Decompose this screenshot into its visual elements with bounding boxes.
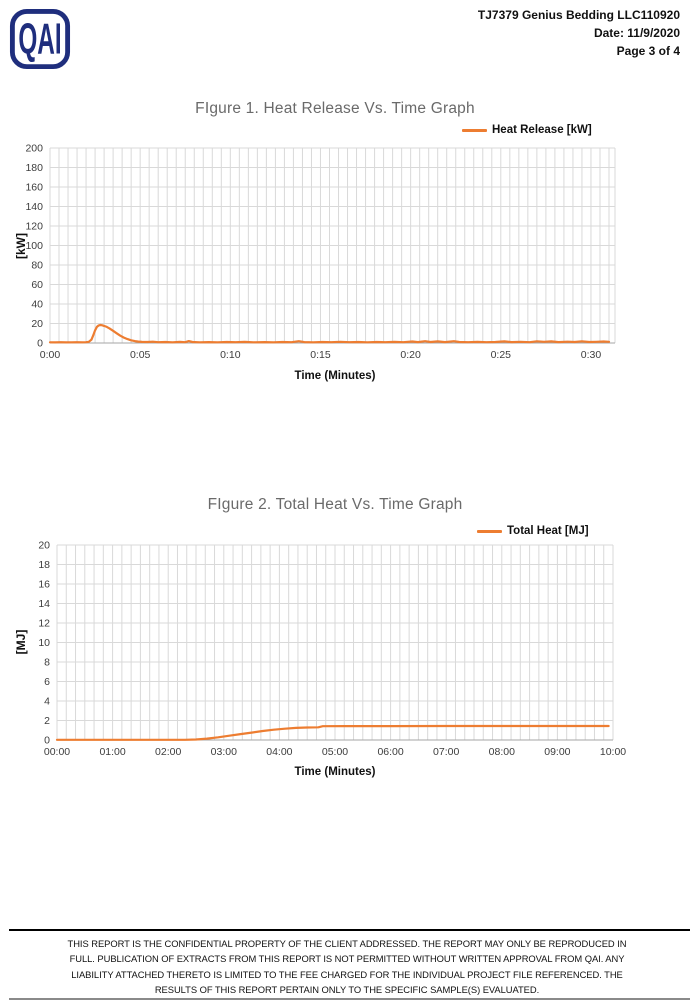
y-tick-label: 100 bbox=[25, 240, 43, 252]
y-tick-label: 14 bbox=[38, 598, 50, 610]
chart2-legend: Total Heat [MJ] bbox=[477, 525, 589, 537]
y-tick-label: 0 bbox=[37, 338, 43, 350]
x-tick-label: 0:25 bbox=[491, 349, 512, 361]
chart2-title: FIgure 2. Total Heat Vs. Time Graph bbox=[207, 496, 463, 513]
legend-line-icon bbox=[462, 128, 487, 132]
footer-disclaimer: THIS REPORT IS THE CONFIDENTIAL PROPERTY… bbox=[27, 936, 667, 998]
y-tick-label: 80 bbox=[31, 260, 43, 272]
x-tick-label: 02:00 bbox=[155, 746, 181, 758]
footer-line: RESULTS OF THIS REPORT PERTAIN ONLY TO T… bbox=[154, 984, 540, 996]
x-tick-label: 0:20 bbox=[400, 349, 421, 361]
y-tick-label: 6 bbox=[44, 676, 50, 688]
chart1-legend-label: Heat Release [kW] bbox=[492, 124, 592, 136]
y-tick-label: 60 bbox=[31, 279, 43, 291]
footer-line: FULL. PUBLICATION OF EXTRACTS FROM THIS … bbox=[69, 953, 625, 965]
logo-text: QAI bbox=[18, 15, 61, 63]
y-tick-label: 18 bbox=[38, 559, 50, 571]
y-tick-label: 120 bbox=[25, 221, 43, 233]
y-tick-label: 12 bbox=[38, 618, 50, 630]
y-tick-label: 2 bbox=[44, 715, 50, 727]
x-tick-label: 06:00 bbox=[377, 746, 403, 758]
chart1-y-axis-title: [kW] bbox=[14, 233, 28, 259]
footer-rule-bottom bbox=[9, 998, 690, 1000]
header-project: TJ7379 Genius Bedding LLC110920 bbox=[477, 8, 680, 22]
series-line bbox=[55, 724, 610, 741]
legend-line-icon bbox=[477, 529, 502, 533]
y-tick-label: 180 bbox=[25, 162, 43, 174]
y-tick-label: 140 bbox=[25, 201, 43, 213]
y-tick-label: 200 bbox=[25, 143, 43, 155]
footer-line: THIS REPORT IS THE CONFIDENTIAL PROPERTY… bbox=[67, 938, 627, 949]
series-line bbox=[48, 323, 611, 344]
x-tick-label: 0:15 bbox=[310, 349, 331, 361]
header-info: TJ7379 Genius Bedding LLC110920 Date: 11… bbox=[478, 6, 680, 60]
chart2-x-axis-title: Time (Minutes) bbox=[294, 766, 376, 778]
chart1-title: FIgure 1. Heat Release Vs. Time Graph bbox=[195, 100, 475, 117]
x-tick-label: 09:00 bbox=[544, 746, 570, 758]
x-tick-label: 0:10 bbox=[220, 349, 241, 361]
x-tick-label: 0:05 bbox=[130, 349, 151, 361]
x-tick-label: 10:00 bbox=[600, 746, 626, 758]
header-page-number: Page 3 of 4 bbox=[616, 44, 680, 58]
x-tick-label: 01:00 bbox=[99, 746, 125, 758]
x-tick-label: 03:00 bbox=[211, 746, 237, 758]
x-tick-label: 08:00 bbox=[489, 746, 515, 758]
x-tick-label: 05:00 bbox=[322, 746, 348, 758]
y-tick-label: 40 bbox=[31, 299, 43, 311]
x-tick-label: 0:00 bbox=[40, 349, 61, 361]
y-tick-label: 16 bbox=[38, 579, 50, 591]
y-tick-label: 8 bbox=[44, 657, 50, 669]
y-tick-label: 160 bbox=[25, 182, 43, 194]
logo-frame bbox=[9, 8, 71, 70]
footer-line: LIABILITY ATTACHED THERETO IS LIMITED TO… bbox=[71, 968, 623, 980]
x-tick-label: 07:00 bbox=[433, 746, 459, 758]
x-tick-label: 0:30 bbox=[581, 349, 602, 361]
y-tick-label: 4 bbox=[44, 696, 50, 708]
y-tick-label: 20 bbox=[31, 318, 43, 330]
chart1-x-axis-title: Time (Minutes) bbox=[294, 370, 376, 382]
qai-logo-icon: QAI bbox=[9, 8, 71, 70]
y-tick-label: 20 bbox=[38, 540, 50, 552]
y-tick-label: 0 bbox=[44, 735, 50, 747]
x-tick-label: 04:00 bbox=[266, 746, 292, 758]
chart2-legend-label: Total Heat [MJ] bbox=[507, 525, 589, 537]
chart2-y-axis-title: [MJ] bbox=[14, 629, 28, 655]
header-date: Date: 11/9/2020 bbox=[593, 26, 680, 40]
footer-rule-top bbox=[9, 929, 690, 931]
x-tick-label: 00:00 bbox=[44, 746, 70, 758]
chart1-legend: Heat Release [kW] bbox=[462, 124, 592, 136]
y-tick-label: 10 bbox=[38, 637, 50, 649]
